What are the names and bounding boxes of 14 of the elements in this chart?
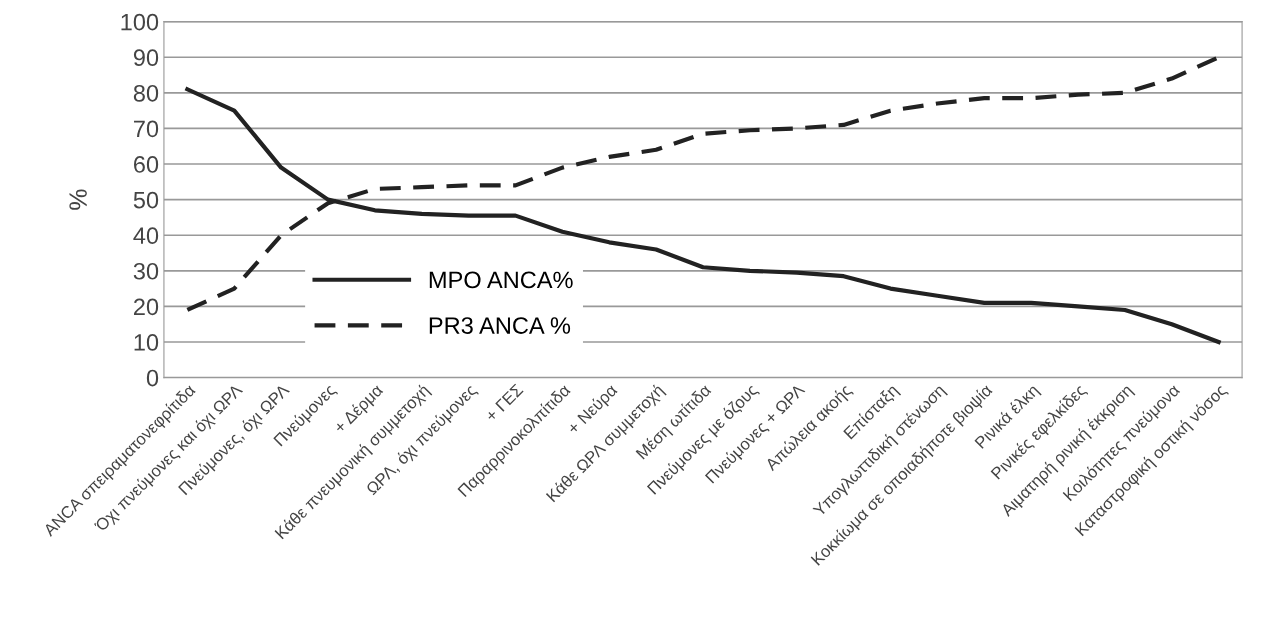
legend-label: MPO ANCA%: [429, 271, 573, 289]
y-tick-label: 80: [133, 84, 159, 102]
y-tick-label: 30: [133, 262, 159, 280]
y-axis-title: %: [69, 189, 87, 210]
y-tick-label: 90: [133, 49, 159, 67]
y-tick-label: 20: [134, 298, 159, 316]
y-tick-label: 40: [133, 227, 159, 245]
y-tick-label: 50: [133, 191, 159, 209]
y-tick-label: 60: [134, 156, 159, 173]
y-tick-label: 70: [134, 120, 159, 138]
y-tick-label: 10: [134, 334, 159, 351]
y-tick-label: 100: [121, 13, 159, 31]
y-tick-label: 0: [146, 369, 159, 387]
legend-label: PR3 ANCA %: [429, 317, 571, 334]
